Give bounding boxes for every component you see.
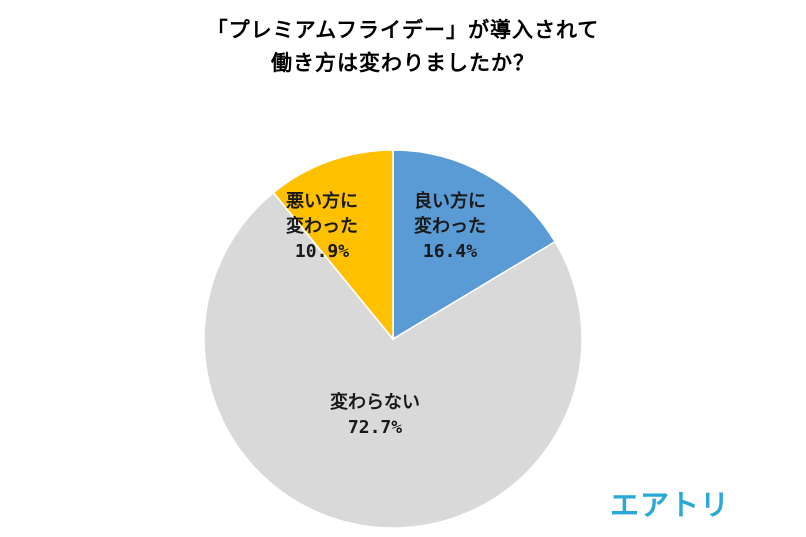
chart-title-line-2: 働き方は変わりましたか？ [271,51,535,75]
brand-logo: エアトリ [610,488,731,522]
slice-label-0: 変わった [414,215,486,237]
slice-label-0: 良い方に [414,190,486,212]
slice-label-1: 変わらない [330,391,420,413]
pie-slice-1 [203,191,583,529]
slice-value-label-1: 72.7% [348,417,402,438]
pie-slice-2 [272,149,394,342]
pie-slice-0 [392,149,557,341]
slice-label-2: 悪い方に [286,190,358,212]
slice-value-label-0: 16.4% [423,241,477,262]
slice-label-2: 変わった [286,215,358,237]
chart-title-line-1: 「プレミアムフライデー」が導入されて [206,18,600,42]
slice-value-label-2: 10.9% [295,241,349,262]
chart-title: 「プレミアムフライデー」が導入されて 働き方は変わりましたか？ [0,14,806,80]
